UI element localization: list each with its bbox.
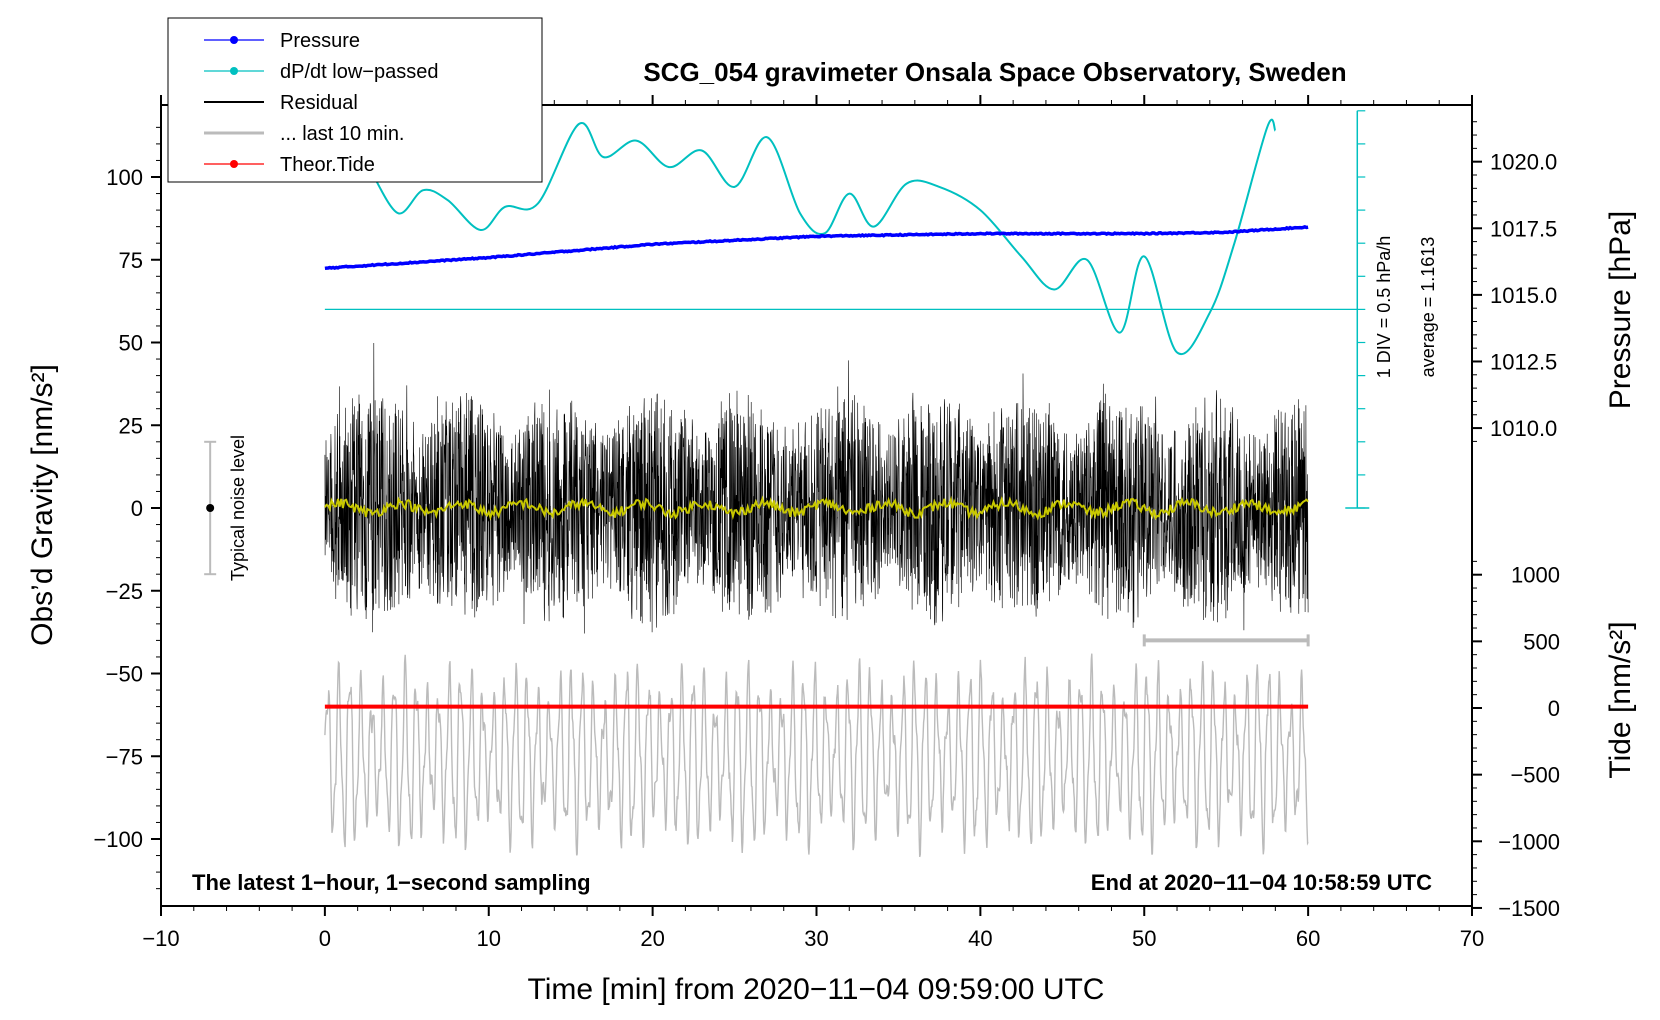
annotation-bottom-left: The latest 1−hour, 1−second sampling <box>192 870 591 895</box>
pressure-series <box>324 225 1309 271</box>
tide-tick-label: 1000 <box>1511 563 1560 588</box>
annotation-bottom-right: End at 2020−11−04 10:58:59 UTC <box>1091 870 1432 895</box>
left-tick-label: 75 <box>119 248 143 273</box>
pressure-line <box>324 225 1309 271</box>
x-tick-label: −10 <box>142 926 179 951</box>
legend-label: Residual <box>280 92 358 114</box>
noise-bar-dot <box>206 504 215 512</box>
left-tick-label: −25 <box>106 579 143 604</box>
x-tick-label: 60 <box>1296 926 1320 951</box>
pressure-tick-label: 1010.0 <box>1490 416 1557 441</box>
residual-smoothed-series <box>324 495 1309 521</box>
y-axis-label-tide: Tide [nm/s²] <box>1604 621 1637 778</box>
typical-noise-label: Typical noise level <box>228 435 248 581</box>
tide-tick-label: 0 <box>1548 696 1560 721</box>
legend-label: Pressure <box>280 30 360 52</box>
x-tick-label: 30 <box>804 926 828 951</box>
last-10-min-series <box>324 653 1309 858</box>
left-tick-label: 25 <box>119 413 143 438</box>
tide-tick-label: −1000 <box>1498 829 1560 854</box>
residual-series <box>324 342 1309 634</box>
tide-tick-label: −500 <box>1510 763 1560 788</box>
legend-box <box>167 17 543 183</box>
legend-label: Theor.Tide <box>280 154 375 176</box>
x-tick-label: 40 <box>968 926 992 951</box>
x-tick-label: 20 <box>640 926 664 951</box>
pressure-tick-label: 1020.0 <box>1490 150 1557 175</box>
legend: Pressure dP/dt low−passed Residual ... last… <box>167 17 543 183</box>
left-tick-label: −75 <box>106 744 143 769</box>
left-tick-label: −50 <box>106 662 143 687</box>
pressure-tick-label: 1012.5 <box>1490 349 1557 374</box>
x-axis-label: Time [min] from 2020−11−04 09:59:00 UTC <box>528 973 1105 1006</box>
legend-marker <box>230 160 238 168</box>
tide-tick-label: −1500 <box>1498 896 1560 921</box>
tide-tick-label: 500 <box>1523 629 1560 654</box>
legend-label: dP/dt low−passed <box>280 61 438 83</box>
legend-marker <box>230 67 238 75</box>
dpdt-line <box>373 118 1277 356</box>
chart-title: SCG_054 gravimeter Onsala Space Observat… <box>643 57 1346 87</box>
annotations <box>204 440 1310 647</box>
y-axis-label-pressure: Pressure [hPa] <box>1604 211 1637 409</box>
x-tick-label: 10 <box>477 926 501 951</box>
average-label: average = 1.1613 <box>1418 237 1438 378</box>
y-axis-label-left: Obs’d Gravity [nm/s²] <box>26 364 59 646</box>
pressure-tick-label: 1017.5 <box>1490 216 1557 241</box>
dpdt-series <box>324 110 1370 509</box>
left-tick-label: 50 <box>119 331 143 356</box>
pressure-tick-label: 1015.0 <box>1490 283 1557 308</box>
last-10-min-line <box>324 653 1309 858</box>
x-tick-label: 70 <box>1460 926 1484 951</box>
residual-smoothed-line <box>324 495 1309 521</box>
x-tick-label: 50 <box>1132 926 1156 951</box>
left-tick-label: 100 <box>106 165 143 190</box>
legend-marker <box>230 36 238 44</box>
axes: −10 0 10 20 30 40 50 60 701007550250−25−50−75−10… <box>93 95 1560 951</box>
legend-label: ... last 10 min. <box>280 123 405 145</box>
left-tick-label: 0 <box>131 496 143 521</box>
left-tick-label: −100 <box>93 827 143 852</box>
residual-line <box>324 342 1309 634</box>
x-tick-label: 0 <box>319 926 331 951</box>
div-label: 1 DIV = 0.5 hPa/h <box>1374 236 1394 379</box>
